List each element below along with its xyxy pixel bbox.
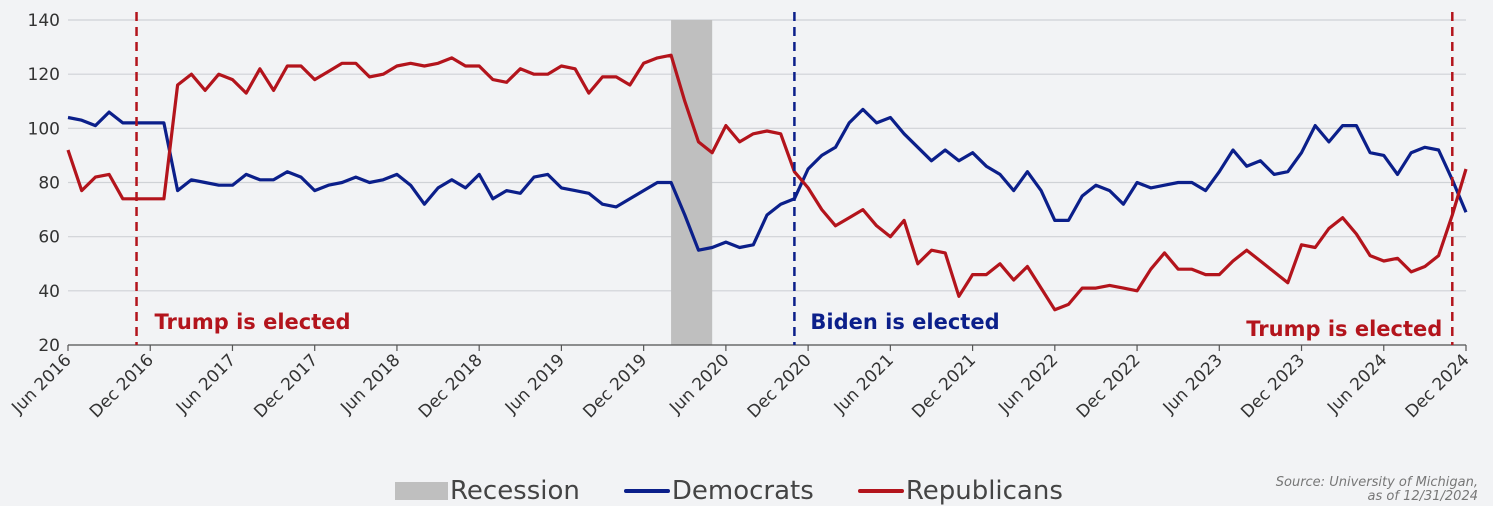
x-tick-label: Jun 2020 — [665, 350, 733, 418]
legend-item-recession: Recession — [395, 476, 580, 506]
x-tick-label: Jun 2017 — [172, 350, 240, 418]
legend-item-democrats: Democrats — [623, 476, 814, 506]
x-tick-label: Jun 2023 — [1159, 350, 1227, 418]
x-tick-label: Jun 2018 — [336, 350, 404, 418]
recession-bar — [671, 20, 713, 345]
x-tick-label: Dec 2023 — [1237, 350, 1309, 422]
x-tick-label: Jun 2019 — [501, 350, 569, 418]
recession-band — [671, 20, 713, 345]
x-tick-label: Dec 2018 — [415, 350, 487, 422]
legend-label-republicans: Republicans — [905, 476, 1063, 506]
election-label: Trump is elected — [155, 310, 351, 334]
x-tick-label: Dec 2020 — [744, 350, 816, 422]
y-tick-label: 100 — [28, 119, 60, 139]
y-axis-ticks: 20 40 60 80 100 120 140 — [28, 11, 60, 356]
x-tick-label: Jun 2024 — [1323, 350, 1391, 418]
source-line-1: Source: University of Michigan, — [1275, 475, 1478, 490]
legend-label-democrats: Democrats — [671, 476, 814, 506]
election-label: Biden is elected — [810, 310, 999, 334]
legend: Recession Democrats Republicans — [395, 476, 1107, 506]
series-lines — [66, 53, 1468, 312]
legend-swatch-recession — [395, 482, 448, 500]
y-tick-label: 140 — [28, 11, 60, 31]
x-tick-label: Jun 2022 — [994, 350, 1062, 418]
x-tick-label: Jun 2016 — [7, 350, 75, 418]
x-tick-label: Dec 2019 — [579, 350, 651, 422]
y-tick-label: 120 — [28, 65, 60, 85]
legend-label-recession: Recession — [450, 476, 580, 506]
legend-item-republicans: Republicans — [857, 476, 1063, 506]
gridlines — [68, 19, 1466, 346]
series-line-republicans — [66, 53, 1468, 312]
election-label: Trump is elected — [1246, 317, 1442, 341]
legend-swatch-democrats — [623, 489, 670, 493]
x-tick-label: Jun 2021 — [830, 350, 898, 418]
x-axis: Jun 2016 Dec 2016 Jun 2017 Dec 2017 Jun 2018… — [7, 344, 1474, 422]
y-tick-label: 20 — [38, 336, 60, 356]
x-tick-label: Dec 2016 — [86, 350, 158, 422]
y-tick-label: 60 — [38, 228, 60, 248]
x-tick-label: Dec 2017 — [250, 350, 322, 422]
y-tick-label: 80 — [38, 174, 60, 194]
source-note: Source: University of Michigan, as of 12… — [1276, 476, 1478, 504]
x-tick-label: Dec 2024 — [1402, 350, 1474, 422]
x-tick-label: Dec 2021 — [908, 350, 980, 422]
y-tick-label: 40 — [38, 282, 60, 302]
x-tick-label: Dec 2022 — [1073, 350, 1145, 422]
series-line-democrats — [67, 107, 1468, 252]
election-annotations: Trump is elected Biden is elected Trump is… — [135, 12, 1454, 345]
legend-swatch-republicans — [857, 489, 904, 493]
source-line-2: as of 12/31/2024 — [1367, 489, 1478, 504]
